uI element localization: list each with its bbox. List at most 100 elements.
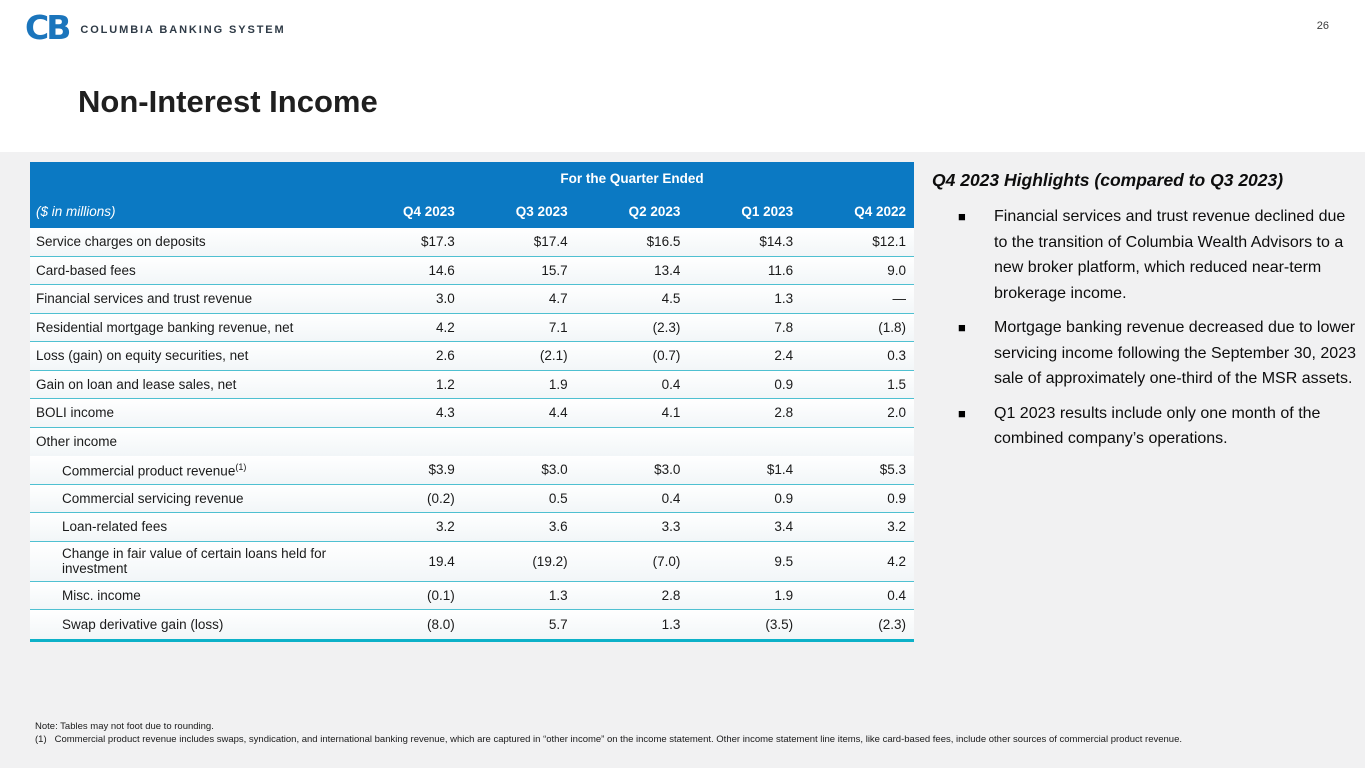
cell-value: 1.3 — [774, 291, 794, 307]
cell-value: 5.7 — [548, 616, 568, 632]
cell-value: 4.1 — [661, 405, 681, 421]
cell-value: (1.8) — [878, 319, 906, 335]
cell-value: 4.2 — [887, 553, 906, 569]
cell-value: 0.4 — [661, 376, 681, 392]
row-label: Financial services and trust revenue — [36, 291, 253, 306]
cell-value: 14.6 — [428, 262, 455, 278]
cell-value: 4.7 — [548, 291, 568, 307]
cell-value: 0.4 — [661, 490, 681, 506]
square-bullet-icon: ■ — [958, 320, 966, 335]
row-label: Loan-related fees — [62, 519, 168, 534]
square-bullet-icon: ■ — [958, 209, 966, 224]
cell-value: 1.5 — [887, 376, 906, 392]
row-label: Commercial servicing revenue — [62, 490, 244, 506]
cell-value: (2.1) — [539, 348, 568, 364]
rounding-note: Note: Tables may not foot due to roundin… — [35, 721, 214, 732]
cell-value: 1.3 — [661, 616, 681, 632]
row-label: BOLI income — [36, 405, 115, 420]
cell-value: $16.5 — [646, 234, 681, 250]
highlight-bullet: ■ Financial services and trust revenue de… — [932, 204, 1356, 306]
table-row: Card-based fees 14.6 15.7 13.4 11.6 9.0 — [30, 256, 914, 285]
square-bullet-icon: ■ — [958, 405, 966, 421]
cell-value: 0.9 — [887, 490, 906, 506]
table-column-headers: ($ in millions) Q4 2023 Q3 2023 Q2 2023 Q1 … — [30, 195, 914, 228]
cell-value: $3.0 — [541, 462, 568, 478]
page-number: 26 — [1316, 20, 1329, 32]
brand-header: CB COLUMBIA BANKING SYSTEM — [25, 8, 286, 48]
footnotes: Note: Tables may not foot due to roundin… — [35, 720, 1355, 746]
non-interest-income-table: For the Quarter Ended ($ in millions) Q4… — [30, 162, 914, 642]
table-row: BOLI income 4.3 4.4 4.1 2.8 2.0 — [30, 399, 914, 428]
cell-value: 19.4 — [428, 553, 455, 569]
footnote-ref-marker: (1) — [235, 462, 247, 473]
cell-value: (8.0) — [427, 616, 455, 632]
table-row: Residential mortgage banking revenue, ne… — [30, 313, 914, 342]
cell-value: 2.4 — [774, 348, 794, 364]
highlight-text: Mortgage banking revenue decreased due t… — [994, 319, 1356, 387]
cell-value: 1.3 — [548, 587, 568, 603]
cell-value: 9.5 — [774, 553, 794, 569]
table-row: Misc. income (0.1) 1.3 2.8 1.9 0.4 — [30, 581, 914, 610]
company-name: COLUMBIA BANKING SYSTEM — [80, 24, 286, 36]
cell-value: — — [892, 291, 907, 307]
cell-value: 2.8 — [661, 587, 681, 603]
cell-value: 1.9 — [774, 587, 794, 603]
highlights-title: Q4 2023 Highlights (compared to Q3 2023) — [932, 170, 1284, 190]
highlight-text: Financial services and trust revenue dec… — [994, 208, 1346, 302]
row-label: Residential mortgage banking revenue, ne… — [36, 319, 294, 335]
table-row: Financial services and trust revenue 3.0 4… — [30, 285, 914, 314]
column-header: Q1 2023 — [741, 204, 794, 219]
column-header: Q3 2023 — [515, 204, 568, 219]
cell-value: 3.2 — [887, 519, 906, 535]
cell-value: $14.3 — [759, 234, 794, 250]
row-label: Other income — [36, 434, 118, 449]
cell-value: 2.8 — [774, 405, 794, 421]
cell-value: 0.9 — [774, 376, 794, 392]
cell-value: (0.1) — [427, 587, 455, 603]
highlight-bullet: ■ Mortgage banking revenue decreased due … — [932, 315, 1356, 392]
table-row: Gain on loan and lease sales, net 1.2 1.9 0… — [30, 370, 914, 399]
row-label: Gain on loan and lease sales, net — [36, 376, 237, 392]
table-group-header-row: For the Quarter Ended — [30, 162, 914, 195]
cell-value: 0.9 — [774, 490, 794, 506]
row-label: Commercial product revenue(1) — [62, 462, 247, 479]
cell-value: 3.6 — [548, 519, 568, 535]
footnote-item: (1) Commercial product revenue includes s… — [35, 733, 1355, 746]
cell-value: (19.2) — [532, 553, 568, 569]
cell-value: $17.3 — [421, 234, 455, 250]
table-row: Loan-related fees 3.2 3.6 3.3 3.4 3.2 — [30, 513, 914, 542]
cell-value: 15.7 — [541, 262, 568, 278]
highlight-bullet: ■ Q1 2023 results include only one month … — [932, 401, 1356, 452]
column-header: Q2 2023 — [628, 204, 681, 219]
row-label: Card-based fees — [36, 262, 136, 278]
cell-value: 3.4 — [774, 519, 794, 535]
cell-value: 3.2 — [436, 519, 455, 535]
page-title: Non-Interest Income — [78, 84, 378, 119]
column-header: Q4 2023 — [403, 204, 455, 219]
cell-value: (2.3) — [652, 319, 681, 335]
column-header: Q4 2022 — [854, 204, 906, 219]
highlights-list: ■ Financial services and trust revenue de… — [932, 204, 1356, 452]
cell-value: 3.3 — [661, 519, 681, 535]
table-section-row: Other income — [30, 427, 914, 456]
cell-value: 11.6 — [767, 262, 794, 278]
row-label: Misc. income — [62, 587, 141, 603]
table-row: Commercial servicing revenue (0.2) 0.5 0.4 0… — [30, 484, 914, 513]
cell-value: (7.0) — [652, 553, 681, 569]
table-row: Swap derivative gain (loss) (8.0) 5.7 1.3 (3… — [30, 610, 914, 639]
highlights-panel: Q4 2023 Highlights (compared to Q3 2023)… — [932, 170, 1356, 461]
footnote-ref: (1) — [35, 734, 47, 745]
cell-value: 4.2 — [436, 319, 455, 335]
cell-value: 2.0 — [887, 405, 906, 421]
cell-value: (3.5) — [765, 616, 794, 632]
cell-value: 9.0 — [887, 262, 906, 278]
cell-value: $3.9 — [428, 462, 455, 478]
cell-value: $17.4 — [533, 234, 568, 250]
cell-value: (0.7) — [652, 348, 681, 364]
table-row: Service charges on deposits $17.3 $17.4 $16… — [30, 228, 914, 257]
cell-value: $12.1 — [872, 234, 906, 250]
group-header: For the Quarter Ended — [560, 171, 704, 186]
cell-value: 4.3 — [436, 405, 455, 421]
cell-value: 2.6 — [436, 348, 455, 364]
cell-value: $1.4 — [766, 462, 794, 478]
